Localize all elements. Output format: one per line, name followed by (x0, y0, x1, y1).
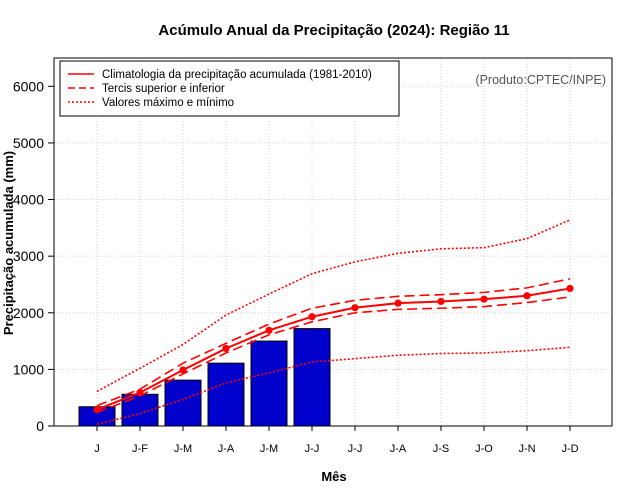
legend-label-climatology: Climatologia da precipitação acumulada (… (102, 69, 372, 81)
bar-6 (293, 328, 331, 427)
bar-layer (78, 328, 331, 427)
x-tick-label: J-A (218, 443, 235, 455)
y-tick-label: 0 (36, 418, 44, 434)
x-axis-label: Mês (321, 469, 346, 484)
climatology-point-7 (351, 304, 359, 312)
y-tick-label: 6000 (13, 78, 44, 94)
x-tick-label: J-M (174, 443, 192, 455)
climatology-point-5 (265, 326, 273, 334)
line-series-dotted-4 (96, 346, 571, 426)
climatology-point-8 (394, 299, 402, 307)
legend-box (59, 60, 400, 117)
line-series-dashed-1 (96, 278, 571, 407)
plot-frame (53, 57, 613, 427)
axis-layer: 0 1000 2000 3000 4000 5000 6000 J J-F J-M J-A J-M J-… (13, 57, 613, 455)
y-axis-label: Precipitação acumulada (mm) (1, 151, 16, 335)
legend-label-terciles: Tercis superior e inferior (102, 83, 225, 95)
x-tick-label: J-A (390, 443, 407, 455)
y-tick-label: 5000 (13, 135, 44, 151)
climatology-point-12 (566, 284, 574, 293)
y-tick-label: 4000 (13, 192, 44, 208)
x-tick-label: J-F (132, 443, 148, 455)
bar-2 (121, 393, 159, 427)
x-tick-label: J-J (348, 443, 363, 455)
x-tick-label: J-D (561, 443, 578, 455)
legend: Climatologia da precipitação acumulada (… (59, 60, 400, 117)
bar-5 (250, 340, 288, 427)
climatology-point-3 (179, 366, 187, 374)
line-layer (93, 219, 574, 426)
y-tick-label: 2000 (13, 305, 44, 321)
climatology-point-10 (480, 295, 488, 303)
chart-title: Acúmulo Anual da Precipitação (2024): Re… (158, 22, 509, 39)
line-series-solid-0 (96, 287, 571, 411)
legend-label-max-min: Valores máximo e mínimo (102, 97, 234, 109)
x-tick-label: J (94, 443, 100, 455)
line-series-dotted-3 (96, 219, 571, 393)
climatology-point-9 (437, 297, 445, 306)
y-tick-label: 3000 (13, 248, 44, 264)
climatology-point-11 (523, 292, 531, 300)
x-tick-label: J-N (518, 443, 535, 455)
x-tick-label: J-S (433, 443, 450, 455)
bar-4 (207, 362, 245, 427)
line-series-dashed-2 (96, 296, 571, 414)
x-tick-label: J-O (475, 443, 493, 455)
climatology-point-6 (308, 313, 316, 321)
x-tick-label: J-M (260, 443, 278, 455)
x-tick-label: J-J (305, 443, 320, 455)
credit-text: (Produto:CPTEC/INPE) (475, 73, 606, 87)
climatology-point-4 (222, 344, 230, 353)
y-tick-label: 1000 (13, 361, 44, 377)
